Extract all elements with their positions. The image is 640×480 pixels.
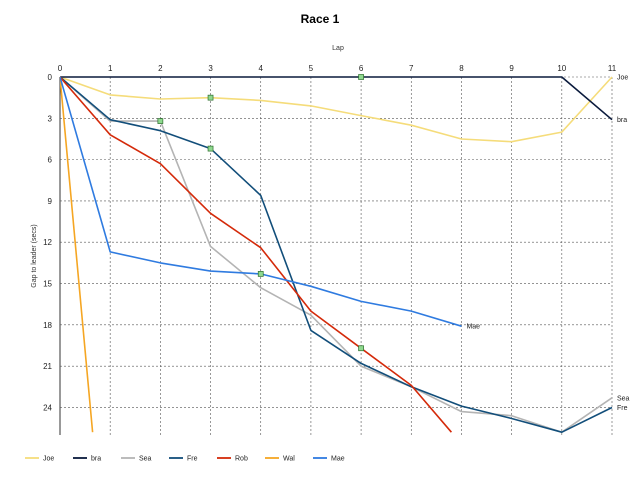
chart-title: Race 1 xyxy=(301,12,340,26)
pit-marker xyxy=(358,74,364,80)
y-tick-label: 24 xyxy=(43,403,52,412)
end-label-bra: bra xyxy=(617,117,627,124)
y-tick-label: 15 xyxy=(43,280,52,289)
y-tick-label: 21 xyxy=(43,362,52,371)
x-tick-label: 0 xyxy=(58,64,63,73)
x-tick-label: 3 xyxy=(208,64,213,73)
x-tick-label: 2 xyxy=(158,64,163,73)
y-tick-label: 18 xyxy=(43,321,52,330)
series-lines xyxy=(60,76,613,434)
x-tick-label: 8 xyxy=(459,64,464,73)
pit-marker xyxy=(157,118,164,124)
end-label-fre: Fre xyxy=(617,405,628,412)
x-tick-label: 6 xyxy=(359,64,364,73)
legend: Joe bra Sea Fre Rob Wal Mae xyxy=(25,456,345,463)
x-tick-label: 9 xyxy=(509,64,514,73)
series-line-bra xyxy=(60,76,613,121)
series-line-sea xyxy=(60,76,613,434)
x-tick-label: 5 xyxy=(309,64,314,73)
y-tick-label: 3 xyxy=(48,114,53,123)
series-line-joe xyxy=(60,76,613,143)
pit-marker xyxy=(257,271,264,277)
end-label-sea: Sea xyxy=(617,395,630,402)
legend-label-mae: Mae xyxy=(331,456,345,463)
legend-label-sea: Sea xyxy=(139,456,152,463)
pit-markers xyxy=(157,74,364,352)
pit-marker xyxy=(207,145,214,152)
end-labels: Joe bra Sea Fre Mae xyxy=(466,75,629,412)
pit-marker xyxy=(358,345,364,352)
x-axis-label: Lap xyxy=(332,45,344,52)
end-label-mae: Mae xyxy=(466,324,480,331)
series-line-rob xyxy=(60,76,453,433)
grid xyxy=(59,76,613,435)
legend-label-fre: Fre xyxy=(187,456,198,463)
y-tick-label: 0 xyxy=(48,73,53,82)
x-tick-label: 11 xyxy=(608,64,617,73)
y-tick-label: 12 xyxy=(43,238,52,247)
end-label-joe: Joe xyxy=(617,75,628,82)
x-tick-label: 7 xyxy=(409,64,414,73)
x-tick-label: 4 xyxy=(259,64,264,73)
series-line-wal xyxy=(60,76,94,433)
series-line-fre xyxy=(60,76,613,434)
legend-label-bra: bra xyxy=(91,456,101,463)
y-axis-label: Gap to leader (secs) xyxy=(31,224,38,287)
x-tick-label: 1 xyxy=(108,64,113,73)
legend-label-rob: Rob xyxy=(235,456,248,463)
pit-marker xyxy=(207,94,214,101)
x-tick-label: 10 xyxy=(557,64,566,73)
legend-label-joe: Joe xyxy=(43,456,54,463)
legend-label-wal: Wal xyxy=(283,456,295,463)
y-tick-label: 9 xyxy=(48,197,53,206)
y-tick-label: 6 xyxy=(48,156,53,165)
